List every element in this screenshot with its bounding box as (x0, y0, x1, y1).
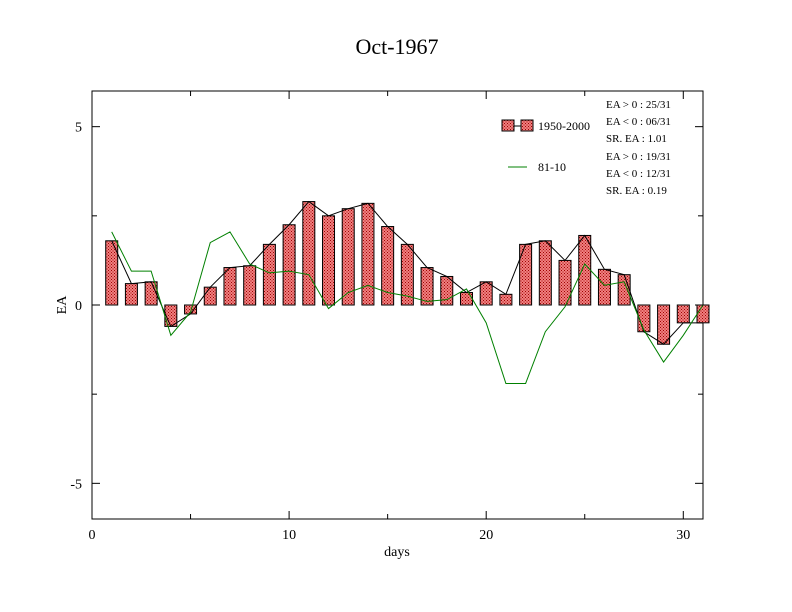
stat-1950-negative: EA < 0 : 06/31 (606, 116, 671, 128)
legend-1950-2000-label: 1950-2000 (538, 119, 590, 133)
bar-day-19 (459, 292, 473, 306)
bar-day-12 (322, 215, 336, 306)
y-tick-label-0: 0 (75, 299, 82, 314)
bar-day-10 (282, 224, 296, 306)
bar-day-27 (617, 274, 631, 306)
legend: 1950-2000 81-10 EA > 0 : 25/31 EA < 0 : … (501, 99, 671, 197)
stat-8110-negative: EA < 0 : 12/31 (606, 168, 671, 180)
bar-day-18 (440, 275, 454, 306)
bar-series-1950-2000 (105, 201, 710, 345)
stat-1950-positive: EA > 0 : 25/31 (606, 99, 671, 111)
x-tick-label-10: 10 (282, 528, 296, 543)
line-series-81-10 (111, 231, 704, 384)
bar-day-26 (597, 268, 611, 306)
bar-day-6 (203, 286, 217, 306)
bar-day-14 (361, 202, 375, 306)
bar-day-17 (420, 267, 434, 306)
bar-day-29 (657, 304, 671, 345)
bar-day-31 (696, 304, 710, 324)
x-axis-label: days (384, 545, 410, 560)
y-tick-label-5: 5 (75, 121, 82, 136)
bar-day-8 (243, 265, 257, 306)
bar-day-22 (519, 243, 533, 306)
bar-day-2 (124, 283, 138, 306)
bar-day-23 (538, 240, 552, 306)
x-tick-label-0: 0 (89, 528, 96, 543)
bar-day-25 (578, 234, 592, 306)
stat-8110-positive: EA > 0 : 19/31 (606, 151, 671, 163)
bar-day-11 (302, 201, 316, 306)
bar-day-30 (676, 304, 690, 324)
legend-1950-2000-swatch-left (501, 119, 515, 132)
y-axis-label: EA (55, 295, 70, 315)
bar-day-20 (479, 281, 493, 306)
bar-top-connector-line (111, 200, 703, 345)
bar-day-7 (223, 267, 237, 306)
chart-title: Oct-1967 (355, 34, 438, 59)
y-axis-ticks: -5 0 5 (70, 121, 703, 492)
stat-1950-sr: SR. EA : 1.01 (606, 133, 667, 145)
legend-1950-2000-swatch-right (520, 119, 534, 132)
legend-81-10-label: 81-10 (538, 160, 566, 174)
bar-day-9 (262, 243, 276, 306)
y-tick-label--5: -5 (70, 477, 82, 492)
x-tick-label-20: 20 (479, 528, 493, 543)
x-axis-ticks: 0 10 20 30 (89, 91, 690, 543)
x-tick-label-30: 30 (676, 528, 690, 543)
stat-8110-sr: SR. EA : 0.19 (606, 185, 667, 197)
bar-day-21 (499, 293, 513, 306)
plot-area: 0 10 20 30 -5 0 5 (70, 90, 710, 543)
